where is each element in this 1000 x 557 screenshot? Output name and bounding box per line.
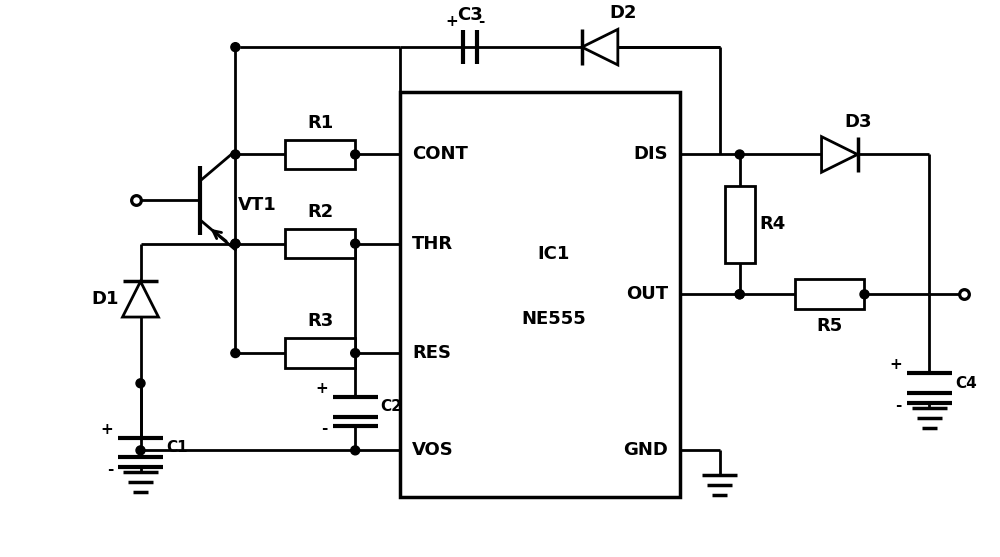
Text: R5: R5 [816,317,843,335]
Text: VOS: VOS [412,441,454,460]
Circle shape [735,290,744,299]
Circle shape [351,150,360,159]
Circle shape [231,43,240,52]
Bar [725,186,755,263]
Text: -: - [478,14,484,29]
Circle shape [231,239,240,248]
Text: THR: THR [412,234,453,253]
Text: VT1: VT1 [238,196,277,214]
Circle shape [136,446,145,455]
Circle shape [231,349,240,358]
Text: NE555: NE555 [522,310,586,328]
Circle shape [735,290,744,299]
Bar [285,140,355,169]
Text: C1: C1 [166,440,188,455]
Circle shape [860,290,869,299]
Text: R4: R4 [760,216,786,233]
Text: -: - [321,422,328,437]
Circle shape [351,239,360,248]
Circle shape [735,150,744,159]
Text: OUT: OUT [626,285,668,304]
Text: R3: R3 [307,312,333,330]
Circle shape [231,150,240,159]
Text: -: - [896,398,902,413]
Text: CONT: CONT [412,145,468,163]
Circle shape [136,379,145,388]
Text: R1: R1 [307,114,333,131]
Text: -: - [107,462,113,477]
Text: D3: D3 [845,113,872,131]
Text: +: + [100,422,113,437]
Text: C3: C3 [457,6,483,24]
Bar [285,229,355,258]
Polygon shape [582,30,618,65]
Text: R2: R2 [307,203,333,221]
Text: GND: GND [623,441,668,460]
Polygon shape [822,136,858,172]
Bar [285,338,355,368]
Text: DIS: DIS [633,145,668,163]
Circle shape [231,239,240,248]
Polygon shape [123,281,158,317]
Bar [795,280,864,309]
Text: RES: RES [412,344,451,362]
Bar [400,91,680,497]
Text: D1: D1 [91,290,119,308]
Circle shape [351,349,360,358]
Text: IC1: IC1 [538,245,570,263]
Text: D2: D2 [610,4,637,22]
Text: C4: C4 [955,376,977,391]
Text: +: + [445,14,458,29]
Circle shape [351,446,360,455]
Text: +: + [315,381,328,396]
Text: C2: C2 [381,399,403,414]
Text: +: + [889,358,902,373]
